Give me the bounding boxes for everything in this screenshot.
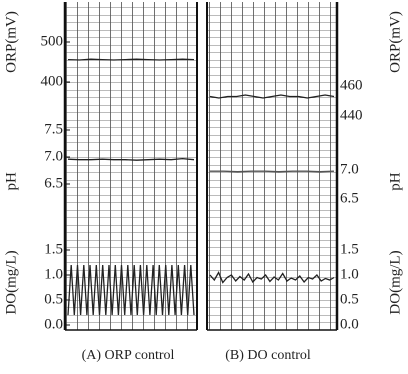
- y-axis-label: pH: [387, 172, 403, 191]
- y-tick-label: 1.0: [340, 266, 359, 282]
- y-tick-label: 6.5: [340, 190, 359, 206]
- y-tick-label: 460: [340, 77, 363, 93]
- y-tick-label: 0.0: [44, 316, 63, 332]
- caption: (B) DO control: [225, 348, 311, 363]
- data-line: [210, 171, 334, 172]
- y-tick-label: 7.5: [44, 121, 63, 137]
- y-tick-label: 0.5: [340, 291, 359, 307]
- y-axis-label: DO(mg/L): [387, 250, 403, 314]
- y-tick-label: 6.5: [44, 175, 63, 191]
- y-tick-label: 400: [41, 73, 64, 89]
- y-axis-label: ORP(mV): [387, 11, 403, 73]
- caption: (A) ORP control: [82, 348, 175, 363]
- y-tick-label: 500: [41, 33, 64, 49]
- y-axis-label: ORP(mV): [3, 11, 19, 73]
- data-line: [68, 59, 194, 60]
- y-tick-label: 7.0: [340, 161, 359, 177]
- y-tick-label: 440: [340, 107, 363, 123]
- y-axis-label: pH: [3, 172, 19, 191]
- y-tick-label: 0.5: [44, 291, 63, 307]
- figure: (A) ORP control (B) DO control 400 500 ORP…: [0, 0, 408, 374]
- y-tick-label: 1.5: [44, 241, 63, 257]
- y-tick-label: 7.0: [44, 148, 63, 164]
- y-tick-label: 1.5: [340, 241, 359, 257]
- y-tick-label: 1.0: [44, 266, 63, 282]
- chart-paper: [207, 2, 337, 330]
- y-axis-label: DO(mg/L): [3, 250, 19, 314]
- y-tick-label: 0.0: [340, 316, 359, 332]
